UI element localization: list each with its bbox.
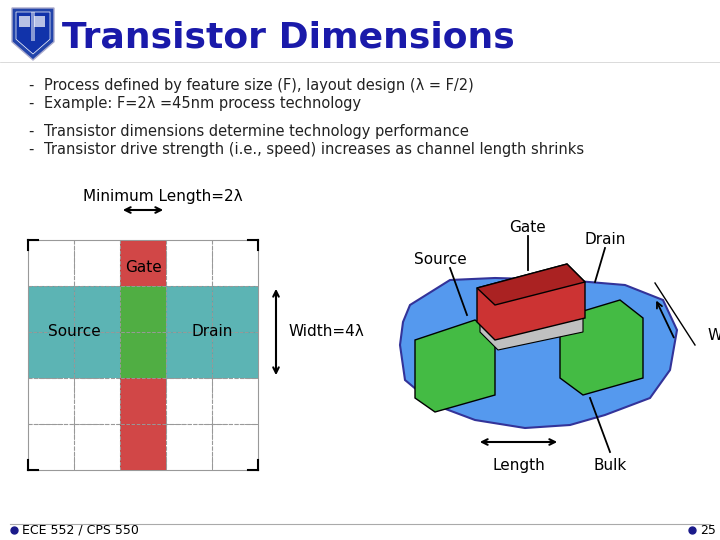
Text: Example: F=2λ =45nm process technology: Example: F=2λ =45nm process technology	[44, 96, 361, 111]
Polygon shape	[480, 295, 583, 350]
Text: Gate: Gate	[125, 260, 161, 275]
Bar	[120, 240, 166, 470]
Text: Process defined by feature size (F), layout design (λ = F/2): Process defined by feature size (F), lay…	[44, 78, 474, 93]
Text: -: -	[28, 78, 33, 93]
Text: Gate: Gate	[510, 220, 546, 235]
Text: Minimum Length=2λ: Minimum Length=2λ	[84, 188, 243, 204]
Bar	[120, 286, 166, 378]
Polygon shape	[477, 264, 585, 340]
Text: -: -	[28, 142, 33, 157]
Text: Transistor dimensions determine technology performance: Transistor dimensions determine technolo…	[44, 124, 469, 139]
Bar	[34, 16, 45, 27]
Text: Drain: Drain	[192, 325, 233, 340]
Polygon shape	[477, 264, 585, 305]
Polygon shape	[12, 8, 54, 60]
Text: -: -	[28, 124, 33, 139]
Text: 25: 25	[700, 523, 716, 537]
Text: Width=4λ: Width=4λ	[288, 325, 364, 340]
Text: Transistor Dimensions: Transistor Dimensions	[62, 21, 515, 55]
Text: Source: Source	[413, 253, 467, 267]
Text: Bulk: Bulk	[593, 458, 626, 473]
Text: -: -	[28, 96, 33, 111]
Bar	[19, 16, 30, 27]
Text: Drain: Drain	[585, 233, 626, 247]
Polygon shape	[560, 300, 643, 395]
Text: Source: Source	[48, 325, 100, 340]
Text: Length: Length	[492, 458, 545, 473]
Polygon shape	[415, 320, 495, 412]
Bar	[31, 12, 35, 40]
Text: Transistor drive strength (i.e., speed) increases as channel length shrinks: Transistor drive strength (i.e., speed) …	[44, 142, 584, 157]
Text: Width: Width	[707, 327, 720, 342]
Bar	[28, 286, 258, 378]
Polygon shape	[400, 278, 677, 428]
Polygon shape	[16, 12, 50, 54]
Text: ECE 552 / CPS 550: ECE 552 / CPS 550	[22, 523, 139, 537]
